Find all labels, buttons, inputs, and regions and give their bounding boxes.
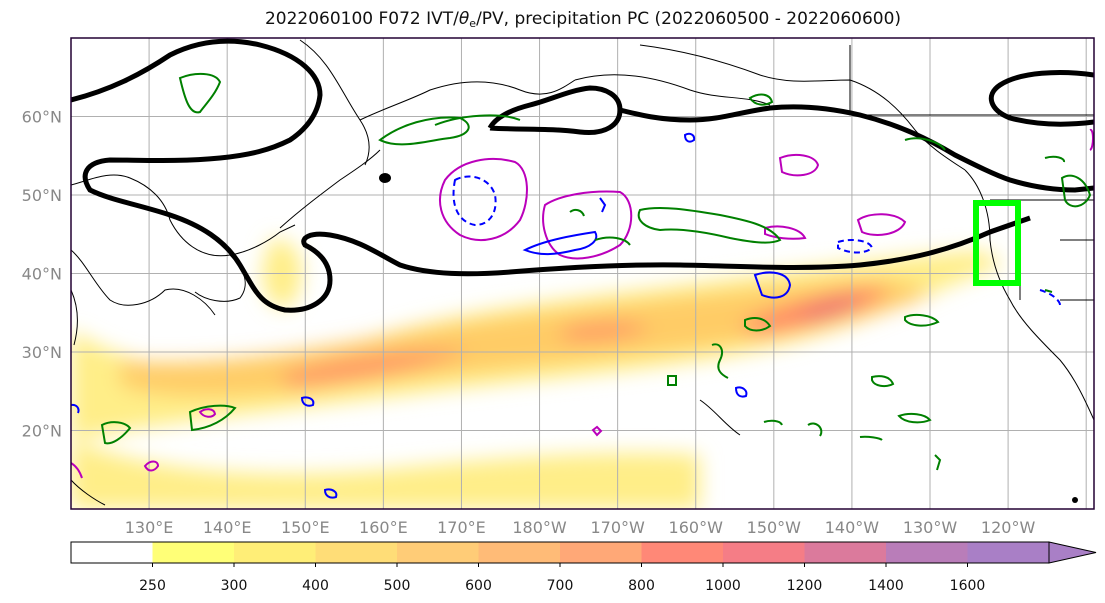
colorbar-tick-label: 600 — [465, 578, 492, 594]
colorbar-segment — [71, 542, 153, 563]
colorbar-segment — [804, 542, 887, 563]
gridlines — [71, 38, 1094, 509]
colorbar-segment — [397, 542, 479, 563]
colorbar-tick-label: 400 — [302, 578, 329, 594]
lat-tick-label: 50°N — [22, 186, 62, 205]
colorbar-extend-arrow — [1048, 541, 1097, 564]
colorbar-segment — [152, 542, 235, 563]
lon-tick-label: 180°W — [512, 518, 567, 537]
colorbar-tick-label: 1600 — [950, 578, 986, 594]
colorbar-tick-label: 800 — [628, 578, 655, 594]
lat-tick-label: 20°N — [22, 422, 62, 441]
lon-tick-label: 120°W — [981, 518, 1036, 537]
colorbar-segment — [886, 542, 968, 563]
colorbar-segment — [234, 542, 316, 563]
colorbar-segment — [641, 542, 724, 563]
lat-tick-label: 30°N — [22, 343, 62, 362]
lon-tick-label: 150°W — [747, 518, 802, 537]
colorbar-tick-label: 250 — [139, 578, 166, 594]
colorbar-segment — [723, 542, 805, 563]
pv-contours-blue — [71, 132, 1062, 499]
lat-labels: 60°N 50°N 40°N 30°N 20°N — [22, 108, 62, 441]
lon-tick-label: 160°E — [359, 518, 408, 537]
pv-contours-magenta — [71, 129, 1094, 479]
lon-labels: 130°E 140°E 150°E 160°E 170°E 180°W 170°W 160°W… — [125, 518, 1036, 537]
colorbar: 250 300 400 500 600 700 800 1000 1200 1400 1600 — [70, 541, 1097, 594]
lon-tick-label: 140°W — [825, 518, 880, 537]
colorbar-segment — [478, 542, 561, 563]
lon-tick-label: 160°W — [669, 518, 724, 537]
colorbar-tick-label: 1000 — [705, 578, 741, 594]
lat-tick-label: 60°N — [22, 108, 62, 127]
lon-tick-label: 130°E — [125, 518, 174, 537]
lon-tick-label: 150°E — [281, 518, 330, 537]
islands — [379, 173, 1078, 503]
precip-contours — [100, 72, 1092, 471]
lon-tick-label: 170°W — [590, 518, 645, 537]
chart-title: 2022060100 F072 IVT/θe/PV, precipitation… — [264, 9, 902, 30]
colorbar-tick-label: 1400 — [868, 578, 904, 594]
lon-tick-label: 140°E — [203, 518, 252, 537]
region-box — [973, 200, 1021, 286]
colorbar-tick-label: 500 — [384, 578, 411, 594]
lon-tick-label: 130°W — [903, 518, 958, 537]
map-frame — [70, 37, 1095, 510]
lon-tick-label: 170°E — [437, 518, 486, 537]
colorbar-segment — [967, 542, 1050, 563]
colorbar-tick-label: 1200 — [787, 578, 823, 594]
theta-e-contours — [71, 38, 1094, 313]
ivt-shading — [71, 239, 1005, 509]
colorbar-segment — [315, 542, 398, 563]
colorbar-tick-label: 700 — [547, 578, 574, 594]
colorbar-tick-label: 300 — [221, 578, 248, 594]
lat-tick-label: 40°N — [22, 265, 62, 284]
colorbar-segment — [560, 542, 642, 563]
